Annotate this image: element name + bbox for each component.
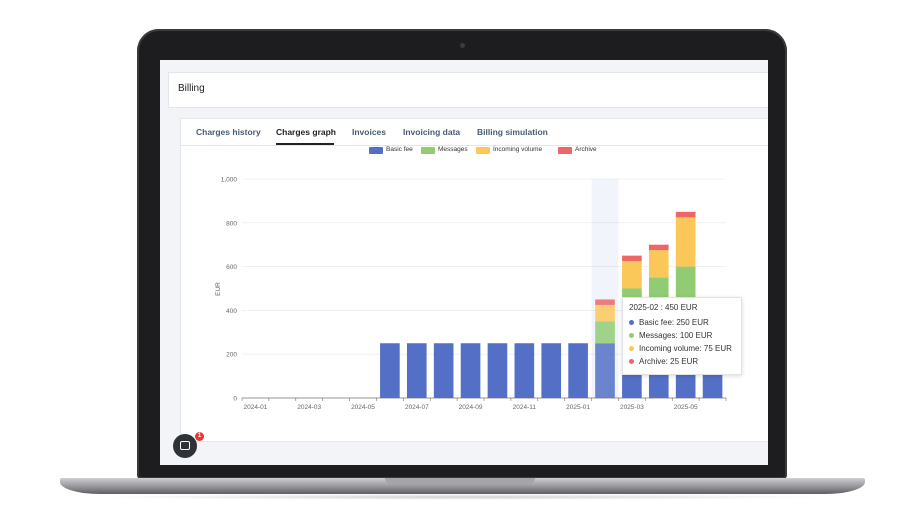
app-screen: Billing Charges history Charges graph In… [160,60,768,465]
tab-invoices[interactable]: Invoices [352,127,387,137]
camera-dot [460,43,465,48]
x-tick-label: 2025-03 [620,404,644,411]
chat-notification-badge: 1 [195,432,204,441]
bar-segment-incoming-volume [595,304,615,322]
tab-bar: Charges history Charges graph Invoices I… [181,119,768,146]
bar-segment-basic-fee [595,343,615,398]
bar-segment-basic-fee [568,343,588,398]
x-tick-label: 2025-01 [566,404,590,411]
y-tick-label: 0 [233,396,237,403]
x-tick-label: 2024-03 [297,404,321,411]
bar-segment-basic-fee [406,343,427,398]
bar-segment-incoming-volume [675,217,696,267]
x-tick-label: 2024-01 [244,404,268,411]
legend-swatch-archive[interactable] [558,147,572,154]
bar-segment-basic-fee [380,343,400,398]
y-axis-label: EUR [215,282,222,296]
x-tick-label: 2025-05 [674,404,698,411]
dot-icon [629,346,634,352]
tab-invoicing-data[interactable]: Invoicing data [403,127,461,137]
bar-segment-incoming-volume [648,250,669,278]
bar-segment-basic-fee [433,343,454,398]
y-tick-label: 200 [226,352,237,359]
x-tick-label: 2024-11 [513,404,537,411]
bar-segment-basic-fee [460,343,481,398]
bar-segment-archive [622,255,642,262]
legend-messages[interactable]: Messages [438,146,468,153]
tooltip-row-messages: Messages: 100 EUR [629,331,712,340]
laptop-notch [385,478,535,484]
tooltip-row-archive: Archive: 25 EUR [629,357,698,366]
charges-bar-chart: 0 200 400 600 800 1,000 EUR 2024-01 2024-03 2024-… [215,177,727,411]
page-header: Billing [168,72,768,108]
bar-segment-archive [595,299,615,305]
chart-tooltip: 2025-02 : 450 EUR Basic fee: 250 EUR Mes… [622,297,742,375]
tooltip-row-basic-fee: Basic fee: 250 EUR [629,318,709,327]
chat-icon [180,441,190,450]
dot-icon [629,333,634,339]
legend-incoming-volume[interactable]: Incoming volume [493,146,543,153]
bar-segment-incoming-volume [622,261,642,289]
tab-billing-simulation[interactable]: Billing simulation [477,127,548,137]
bar-segment-basic-fee [514,343,535,398]
y-tick-label: 800 [226,220,237,227]
x-tick-label: 2024-09 [459,404,483,411]
chat-button[interactable] [173,434,197,458]
bar-segment-messages [595,321,615,344]
tab-charges-graph[interactable]: Charges graph [276,127,336,137]
x-tick-label: 2024-07 [405,404,429,411]
tooltip-title: 2025-02 : 450 EUR [629,303,698,312]
dot-icon [629,320,634,326]
legend-archive[interactable]: Archive [575,146,597,153]
x-tick-label: 2024-05 [351,404,375,411]
legend-swatch-basic-fee[interactable] [369,147,383,154]
page-title: Billing [178,83,205,94]
legend-swatch-incoming-volume[interactable] [476,147,490,154]
tooltip-row-incoming-volume: Incoming volume: 75 EUR [629,344,732,353]
dot-icon [629,359,634,365]
legend-swatch-messages[interactable] [421,147,435,154]
legend-basic-fee[interactable]: Basic fee [386,146,413,153]
bar-segment-basic-fee [541,343,562,398]
bar-segment-archive [675,211,696,218]
bar-segment-basic-fee [487,343,508,398]
y-tick-label: 600 [226,264,237,271]
y-tick-label: 400 [226,308,237,315]
bar-segment-archive [648,244,669,251]
active-tab-indicator [276,143,334,145]
tab-charges-history[interactable]: Charges history [196,127,261,137]
y-tick-label: 1,000 [221,177,238,184]
laptop-shadow [90,494,835,500]
laptop-base [60,478,865,494]
